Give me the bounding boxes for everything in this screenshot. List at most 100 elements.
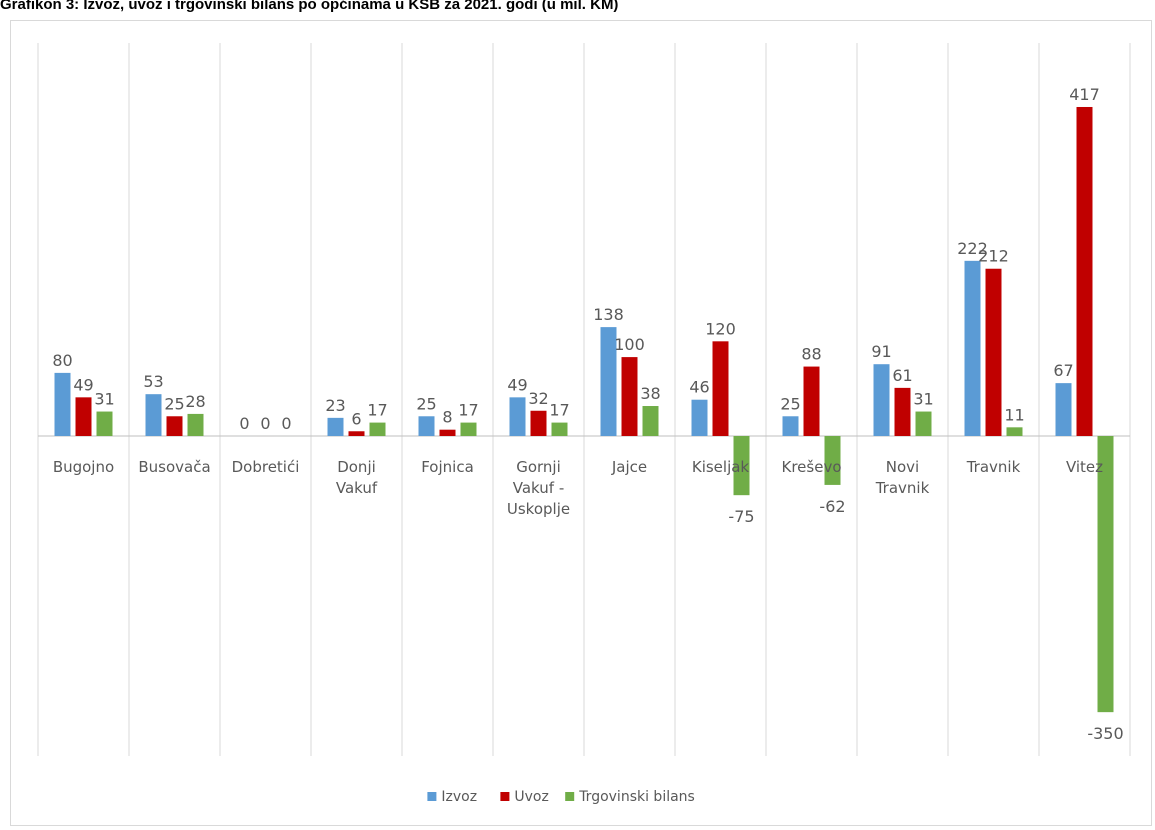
- data-label: 61: [892, 366, 912, 385]
- data-label: 31: [94, 390, 114, 409]
- bar-uvoz: [985, 268, 1002, 436]
- category-label-line: Kiseljak: [692, 458, 750, 476]
- bar-trgovinski-bilans: [187, 413, 204, 436]
- legend-swatch-trgovinski-bilans: [565, 792, 575, 801]
- data-label: 23: [325, 396, 345, 415]
- bar-uvoz: [530, 410, 547, 436]
- bar-uvoz: [712, 341, 729, 436]
- category-label-line: Travnik: [966, 458, 1021, 476]
- data-label: 88: [801, 345, 821, 364]
- data-label: 67: [1053, 361, 1073, 380]
- bar-uvoz: [348, 431, 365, 436]
- bar-izvoz: [1055, 383, 1072, 436]
- category-label-line: Vakuf: [336, 479, 378, 497]
- data-label: 46: [689, 378, 709, 397]
- category-label: Dobretići: [232, 458, 300, 476]
- bar-uvoz: [439, 429, 456, 436]
- data-label: 8: [442, 408, 452, 427]
- bar-trgovinski-bilans: [915, 411, 932, 436]
- chart-title: Grafikon 3: Izvoz, uvoz i trgovinski bil…: [0, 0, 619, 13]
- category-label: Fojnica: [421, 458, 474, 476]
- bar-uvoz: [75, 397, 92, 436]
- data-label: 417: [1069, 85, 1100, 104]
- data-label: 11: [1004, 405, 1024, 424]
- category-label: Travnik: [966, 458, 1021, 476]
- bar-izvoz: [782, 416, 799, 436]
- category-label: Gornji Vakuf - Uskoplje: [507, 458, 570, 518]
- data-label: 17: [458, 401, 478, 420]
- category-label: Kiseljak: [692, 458, 750, 476]
- data-label: 25: [416, 394, 436, 413]
- bar-uvoz: [621, 357, 638, 436]
- data-label: 80: [52, 351, 72, 370]
- category-label-line: Jajce: [611, 458, 647, 476]
- bar-izvoz: [418, 416, 435, 436]
- data-label: 222: [957, 239, 988, 258]
- category-label: Novi Travnik: [875, 458, 930, 497]
- data-label: 53: [143, 372, 163, 391]
- bar-izvoz: [327, 417, 344, 436]
- bar-izvoz: [145, 394, 162, 436]
- legend-label-uvoz: Uvoz: [514, 789, 548, 805]
- bar-uvoz: [166, 416, 183, 436]
- bar-trgovinski-bilans: [1097, 436, 1114, 713]
- bar-trgovinski-bilans: [733, 436, 750, 496]
- bar-izvoz: [691, 399, 708, 436]
- bar-trgovinski-bilans: [1006, 427, 1023, 436]
- category-label-line: Donji: [337, 458, 376, 476]
- category-label: Busovača: [138, 458, 210, 476]
- data-label: 17: [367, 401, 387, 420]
- legend-swatch-uvoz: [500, 792, 510, 801]
- category-label-line: Busovača: [138, 458, 210, 476]
- category-label-line: Vitez: [1066, 458, 1103, 476]
- legend-label-izvoz: Izvoz: [441, 789, 477, 805]
- data-label: 212: [978, 247, 1009, 266]
- bar-izvoz: [964, 260, 981, 436]
- category-label-line: Bugojno: [53, 458, 114, 476]
- data-label: 28: [185, 392, 205, 411]
- data-label: 120: [705, 319, 736, 338]
- legend-swatch-izvoz: [427, 792, 437, 801]
- data-label: 0: [260, 414, 270, 433]
- category-label-line: Dobretići: [232, 458, 300, 476]
- legend-label-trgovinski-bilans: Trgovinski bilans: [578, 789, 695, 805]
- category-label: Vitez: [1066, 458, 1103, 476]
- data-label: -350: [1087, 724, 1123, 743]
- category-label-line: Gornji: [516, 458, 561, 476]
- bar-izvoz: [873, 364, 890, 436]
- data-label: 91: [871, 342, 891, 361]
- category-label: Bugojno: [53, 458, 114, 476]
- bar-trgovinski-bilans: [460, 422, 477, 436]
- category-label-line: Fojnica: [421, 458, 474, 476]
- category-label-line: Vakuf -: [513, 479, 564, 497]
- bar-izvoz: [509, 397, 526, 436]
- data-label: -62: [819, 497, 845, 516]
- bar-trgovinski-bilans: [96, 411, 113, 436]
- data-label: 6: [351, 409, 361, 428]
- data-label: 25: [780, 394, 800, 413]
- data-label: 0: [239, 414, 249, 433]
- bar-uvoz: [1076, 106, 1093, 436]
- bar-chart: 80 53 0 23 25 49 138 46 25 91 222 67 49 25 0 6 8 32 100 120…: [37, 43, 1131, 805]
- category-label: Jajce: [611, 458, 647, 476]
- bar-izvoz: [54, 372, 71, 436]
- data-label: 25: [164, 394, 184, 413]
- bar-trgovinski-bilans: [824, 436, 841, 485]
- data-label: 31: [913, 390, 933, 409]
- data-label: 100: [614, 335, 645, 354]
- bar-trgovinski-bilans: [642, 406, 659, 436]
- bar-trgovinski-bilans: [551, 422, 568, 436]
- bar-uvoz: [803, 366, 820, 436]
- data-label: 17: [549, 401, 569, 420]
- data-label: 49: [507, 375, 527, 394]
- bar-trgovinski-bilans: [369, 422, 386, 436]
- category-label-line: Kreševo: [782, 458, 842, 476]
- bar-izvoz: [600, 327, 617, 436]
- category-label-line: Travnik: [875, 479, 930, 497]
- bar-uvoz: [894, 387, 911, 436]
- category-label-line: Novi: [886, 458, 919, 476]
- chart-frame: 80 53 0 23 25 49 138 46 25 91 222 67 49 25 0 6 8 32 100 120…: [10, 20, 1152, 826]
- data-label: 38: [640, 384, 660, 403]
- category-label-line: Uskoplje: [507, 500, 570, 518]
- data-label: 32: [528, 389, 548, 408]
